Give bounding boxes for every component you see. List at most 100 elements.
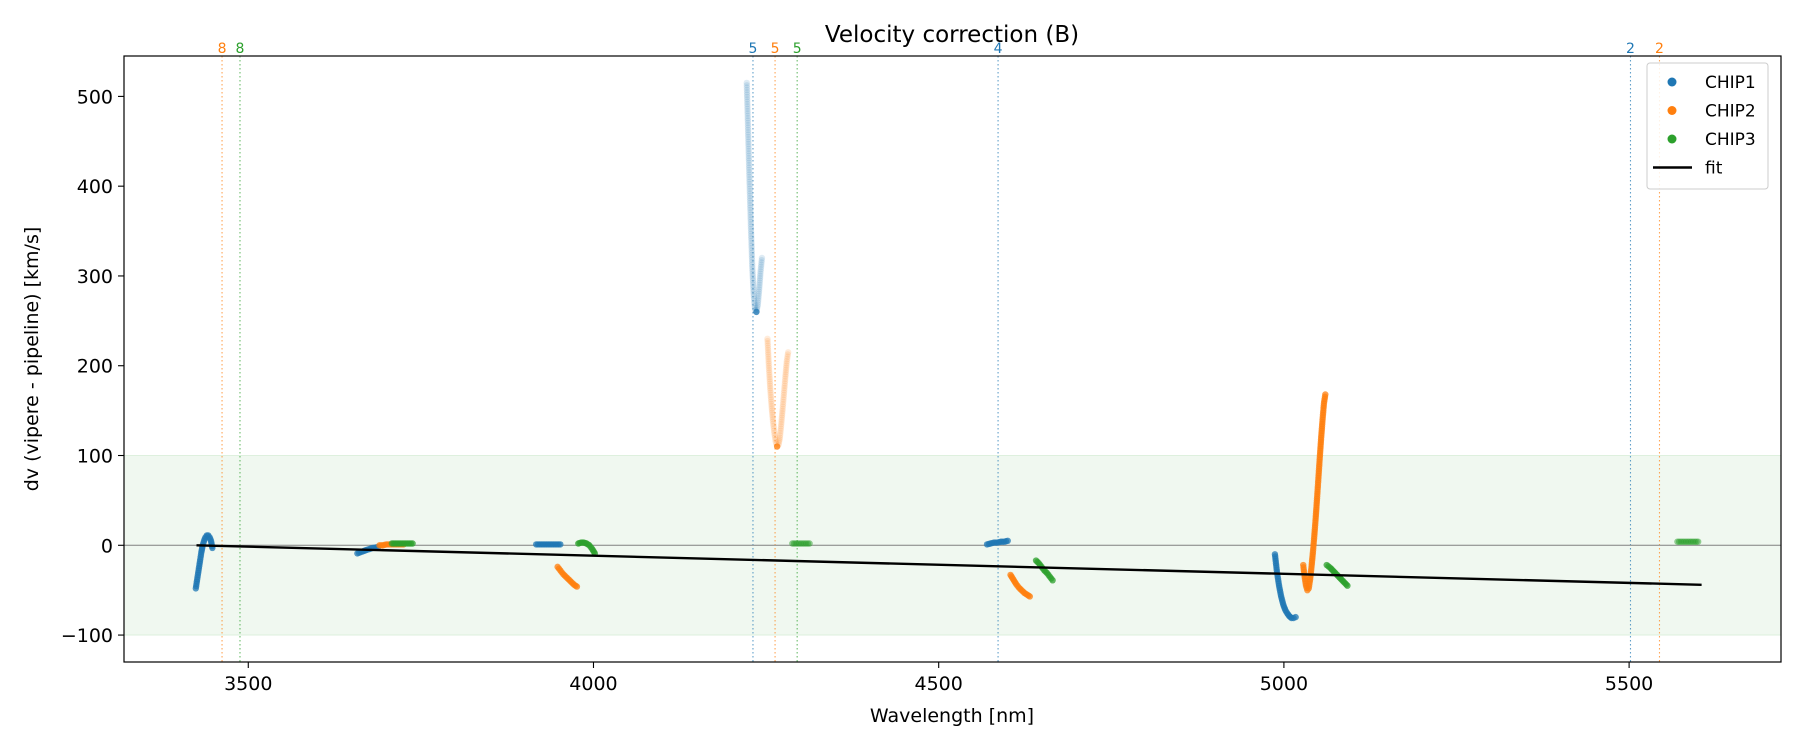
data-point <box>755 294 762 302</box>
data-point <box>748 251 756 259</box>
data-point <box>749 270 756 277</box>
data-point <box>766 371 773 378</box>
data-point <box>776 432 784 439</box>
data-point <box>751 299 758 307</box>
data-point <box>747 206 754 214</box>
data-point <box>748 247 755 254</box>
data-point <box>744 107 751 115</box>
data-point <box>745 162 753 169</box>
data-point <box>750 295 758 302</box>
data-point <box>764 335 771 342</box>
data-point <box>783 360 790 367</box>
data-point <box>746 176 753 183</box>
data-point <box>1026 593 1034 600</box>
data-point <box>747 230 755 237</box>
data-point <box>777 425 785 432</box>
data-point <box>746 190 754 197</box>
data-point <box>409 540 416 547</box>
data-point <box>769 409 776 416</box>
data-point <box>781 380 789 387</box>
data-point <box>777 429 784 437</box>
data-point <box>777 427 784 435</box>
data-point <box>746 199 754 207</box>
data-point <box>784 353 791 360</box>
data-point <box>768 398 775 405</box>
data-point <box>781 377 789 385</box>
data-point <box>746 197 754 204</box>
data-point <box>754 301 762 308</box>
legend-label: CHIP2 <box>1705 102 1756 122</box>
data-point <box>783 364 790 371</box>
data-point <box>754 303 761 310</box>
y-tick-label: 100 <box>77 446 113 468</box>
data-point <box>756 275 764 282</box>
data-point <box>745 164 753 171</box>
data-point <box>750 293 758 300</box>
data-point <box>748 242 755 249</box>
data-point <box>783 358 790 365</box>
data-point <box>745 157 753 164</box>
data-point <box>769 416 776 423</box>
data-point <box>770 425 778 432</box>
legend-label: CHIP3 <box>1705 130 1756 150</box>
data-point <box>782 375 789 383</box>
data-point <box>773 443 781 450</box>
data-point <box>766 373 773 381</box>
legend-label: fit <box>1705 159 1723 179</box>
data-point <box>744 96 751 103</box>
data-point <box>748 259 756 266</box>
data-point <box>745 145 752 152</box>
data-point <box>748 235 755 242</box>
data-point <box>769 411 776 419</box>
data-point <box>777 423 785 430</box>
data-point <box>1292 613 1299 621</box>
data-point <box>743 79 750 87</box>
data-point <box>745 154 753 162</box>
data-point <box>754 297 762 304</box>
data-point <box>765 355 772 363</box>
data-point <box>756 283 763 291</box>
data-point <box>758 261 765 268</box>
data-point <box>747 216 754 223</box>
legend-label: CHIP1 <box>1705 73 1756 93</box>
order-line-label: 2 <box>1655 41 1664 57</box>
data-point <box>767 387 774 394</box>
data-point <box>744 100 751 108</box>
data-point <box>744 110 751 117</box>
data-point <box>764 344 772 351</box>
data-point <box>757 268 764 275</box>
data-point <box>772 436 779 443</box>
data-point <box>751 302 758 309</box>
data-point <box>744 117 752 124</box>
y-tick-label: 300 <box>77 266 113 288</box>
y-tick-label: −100 <box>61 625 113 647</box>
data-point <box>764 340 771 347</box>
data-point <box>765 362 773 369</box>
data-point <box>744 103 751 110</box>
data-point <box>746 192 754 200</box>
data-point <box>764 337 771 345</box>
data-point <box>746 195 754 202</box>
data-point <box>745 150 752 157</box>
data-point <box>757 270 764 277</box>
data-point <box>778 416 785 423</box>
data-point <box>755 288 763 295</box>
data-point <box>767 393 775 401</box>
data-point <box>776 437 783 445</box>
legend-box <box>1646 62 1769 190</box>
data-point <box>783 355 791 363</box>
data-point <box>780 398 787 406</box>
data-point <box>753 308 760 316</box>
data-point <box>748 244 755 252</box>
y-tick-label: 200 <box>77 356 113 378</box>
data-point <box>769 418 777 425</box>
data-point <box>755 286 763 293</box>
data-point <box>779 403 787 410</box>
data-point <box>745 136 752 143</box>
order-line-label: 8 <box>218 41 227 57</box>
legend: CHIP1 CHIP2 CHIP3 fit <box>1646 62 1769 190</box>
plot-frame <box>123 55 1782 663</box>
data-point <box>764 342 772 349</box>
x-tick-label: 5000 <box>1260 673 1308 695</box>
